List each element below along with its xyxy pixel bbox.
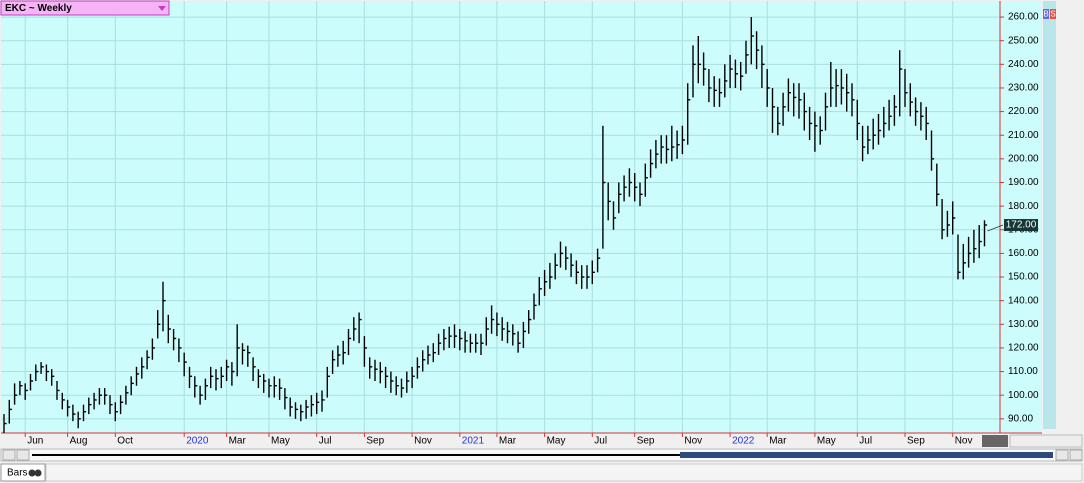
badge[interactable] xyxy=(1050,9,1056,19)
y-tick-label: 250.00 xyxy=(1008,35,1039,46)
period-box[interactable] xyxy=(982,435,1008,447)
chart-title: EKC ~ Weekly xyxy=(5,3,72,14)
y-tick-label: 150.00 xyxy=(1008,272,1039,283)
y-tick-label: 240.00 xyxy=(1008,59,1039,70)
x-tick-label: Oct xyxy=(117,436,133,447)
x-tick-label: Jul xyxy=(859,436,872,447)
y-tick-label: 190.00 xyxy=(1008,177,1039,188)
tab-icon xyxy=(34,469,42,477)
last-price-box xyxy=(1004,219,1038,232)
x-tick-label: Mar xyxy=(499,436,517,447)
x-tick-label: May xyxy=(817,436,836,447)
scroll-button[interactable] xyxy=(1055,449,1069,461)
badge[interactable] xyxy=(1043,9,1049,19)
y-tick-label: 130.00 xyxy=(1008,319,1039,330)
x-tick-label: Jul xyxy=(319,436,332,447)
y-tick-label: 140.00 xyxy=(1008,295,1039,306)
x-tick-label: Sep xyxy=(637,436,655,447)
x-tick-label: Nov xyxy=(684,436,702,447)
title-box[interactable] xyxy=(0,0,170,16)
scroll-button[interactable] xyxy=(1069,449,1083,461)
y-tick-label: 230.00 xyxy=(1008,83,1039,94)
x-tick-label: 2022 xyxy=(732,436,755,447)
x-tick-label: Aug xyxy=(70,436,88,447)
tab[interactable] xyxy=(0,463,46,482)
y-tick-label: 220.00 xyxy=(1008,106,1039,117)
y-tick-label: 120.00 xyxy=(1008,343,1039,354)
y-tick-label: 180.00 xyxy=(1008,201,1039,212)
x-tick-label: 2021 xyxy=(462,436,485,447)
x-tick-label: Sep xyxy=(907,436,925,447)
dropdown-arrow[interactable] xyxy=(158,6,166,11)
plot-area xyxy=(1,1,1042,433)
x-tick-label: Jun xyxy=(27,436,43,447)
toolbar[interactable] xyxy=(1009,434,1083,448)
x-tick-label: Sep xyxy=(366,436,384,447)
badge-label: S xyxy=(1050,10,1055,19)
badge-label: B xyxy=(1043,10,1048,19)
y-tick-label: 160.00 xyxy=(1008,248,1039,259)
last-price-leader xyxy=(987,224,1004,232)
tab-icon xyxy=(28,469,36,477)
x-tick-label: Nov xyxy=(414,436,432,447)
x-tick-label: May xyxy=(547,436,566,447)
y-tick-label: 200.00 xyxy=(1008,154,1039,165)
y-tick-label: 110.00 xyxy=(1008,366,1038,377)
x-tick-label: Mar xyxy=(769,436,787,447)
last-price-label: 172.00 xyxy=(1006,220,1037,231)
x-tick-label: Jul xyxy=(594,436,607,447)
y-tick-label: 210.00 xyxy=(1008,130,1039,141)
scroll-button[interactable] xyxy=(16,449,30,461)
x-tick-label: Mar xyxy=(229,436,247,447)
y-tick-label: 260.00 xyxy=(1008,12,1039,23)
x-tick-label: Nov xyxy=(955,436,973,447)
scroll-button[interactable] xyxy=(2,449,16,461)
x-tick-label: May xyxy=(271,436,290,447)
x-tick-label: 2020 xyxy=(186,436,209,447)
y-tick-label: 100.00 xyxy=(1008,390,1039,401)
tab-strip xyxy=(45,463,1083,482)
y-tick-label: 90.00 xyxy=(1008,413,1033,424)
side-strip xyxy=(1043,1,1056,429)
tab-label: Bars xyxy=(7,468,28,479)
scroll-thumb[interactable] xyxy=(680,452,1053,458)
